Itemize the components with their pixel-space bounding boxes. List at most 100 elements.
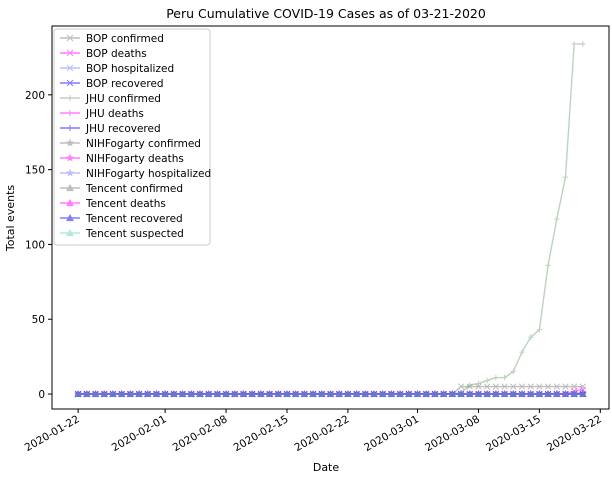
data-point bbox=[117, 390, 126, 398]
data-point bbox=[492, 390, 500, 398]
data-point bbox=[561, 390, 570, 398]
data-point bbox=[352, 390, 361, 398]
data-point bbox=[204, 390, 213, 398]
data-point bbox=[536, 383, 543, 390]
data-point bbox=[82, 390, 91, 398]
data-point bbox=[474, 390, 483, 398]
data-point bbox=[265, 390, 274, 398]
data-point bbox=[580, 41, 586, 47]
legend-entry: JHU deaths bbox=[60, 108, 144, 120]
series-tencent-suspected bbox=[74, 390, 587, 398]
data-point bbox=[448, 390, 457, 398]
legend-entry: BOP recovered bbox=[60, 78, 164, 90]
y-tick-label: 100 bbox=[25, 239, 45, 251]
data-point bbox=[291, 390, 300, 398]
legend-swatch bbox=[60, 183, 80, 192]
x-tick-label: 2020-03-01 bbox=[362, 413, 421, 454]
data-point bbox=[465, 390, 474, 398]
data-point bbox=[317, 390, 326, 398]
legend-entry: Tencent deaths bbox=[60, 198, 166, 210]
legend-entry: Tencent suspected bbox=[60, 228, 184, 240]
legend-swatch bbox=[60, 228, 80, 237]
legend-marker bbox=[67, 110, 73, 116]
legend-box bbox=[53, 28, 211, 246]
data-point bbox=[91, 390, 100, 398]
data-point bbox=[501, 374, 508, 381]
data-point bbox=[405, 390, 413, 398]
legend-marker bbox=[65, 168, 75, 177]
data-point bbox=[500, 390, 509, 398]
legend-swatch bbox=[60, 125, 80, 131]
data-point bbox=[396, 390, 404, 398]
data-point bbox=[579, 383, 587, 390]
data-point bbox=[109, 390, 117, 398]
data-point bbox=[553, 216, 560, 222]
data-point bbox=[483, 390, 491, 398]
y-tick-label: 50 bbox=[32, 314, 45, 326]
chart-title: Peru Cumulative COVID-19 Cases as of 03-… bbox=[166, 6, 486, 21]
data-point bbox=[230, 390, 239, 398]
data-point bbox=[135, 390, 143, 398]
legend-label: BOP deaths bbox=[86, 48, 147, 60]
legend-marker bbox=[67, 95, 73, 101]
legend-marker bbox=[65, 198, 75, 207]
data-point bbox=[579, 386, 587, 393]
x-tick-label: 2020-02-22 bbox=[293, 413, 352, 454]
legend-swatch bbox=[60, 79, 80, 87]
data-point bbox=[239, 390, 248, 398]
legend-label: BOP hospitalized bbox=[86, 63, 174, 75]
data-point bbox=[493, 374, 499, 381]
legend-swatch bbox=[60, 49, 80, 57]
data-point bbox=[552, 390, 561, 398]
data-point bbox=[527, 334, 534, 340]
data-point bbox=[545, 262, 551, 269]
data-point bbox=[475, 383, 482, 390]
data-point bbox=[378, 390, 387, 398]
legend-swatch bbox=[60, 95, 80, 101]
data-point bbox=[579, 390, 587, 398]
legend-entry: BOP confirmed bbox=[60, 33, 164, 45]
x-tick-label: 2020-01-22 bbox=[23, 413, 82, 454]
data-point bbox=[510, 383, 517, 390]
legend-entry: BOP deaths bbox=[60, 48, 147, 60]
legend-entry: JHU confirmed bbox=[60, 93, 161, 105]
legend-entry: NIHFogarty deaths bbox=[60, 153, 184, 165]
legend-marker bbox=[65, 213, 75, 222]
legend-swatch bbox=[60, 213, 80, 222]
legend-swatch bbox=[60, 153, 80, 162]
data-point bbox=[257, 390, 265, 398]
plot-series bbox=[74, 41, 587, 398]
data-point bbox=[309, 390, 317, 398]
data-point bbox=[518, 383, 526, 390]
data-point bbox=[571, 383, 578, 390]
legend-swatch bbox=[60, 34, 80, 42]
legend-label: Tencent deaths bbox=[85, 198, 166, 210]
legend-swatch bbox=[60, 138, 80, 147]
data-point bbox=[544, 390, 552, 398]
legend-entry: NIHFogarty confirmed bbox=[60, 138, 201, 150]
legend-marker bbox=[65, 138, 75, 147]
y-tick-label: 150 bbox=[25, 165, 45, 177]
data-point bbox=[100, 390, 109, 398]
data-point bbox=[553, 383, 560, 390]
data-point bbox=[283, 390, 291, 398]
x-axis: 2020-01-22 2020-02-01 2020-02-08 2020-02-15… bbox=[23, 409, 604, 454]
y-tick-label: 0 bbox=[38, 389, 45, 401]
data-point bbox=[570, 390, 579, 398]
y-tick-label: 200 bbox=[25, 90, 45, 102]
data-point bbox=[501, 383, 508, 390]
data-point bbox=[213, 390, 222, 398]
data-point bbox=[484, 383, 491, 390]
data-point bbox=[509, 390, 518, 398]
data-point bbox=[326, 390, 335, 398]
data-point bbox=[187, 390, 196, 398]
plot-frame bbox=[51, 25, 610, 410]
data-point bbox=[152, 390, 161, 398]
legend-entry: Tencent recovered bbox=[60, 213, 183, 225]
data-point bbox=[526, 390, 535, 398]
data-point bbox=[248, 390, 256, 398]
data-point bbox=[222, 390, 230, 398]
data-point bbox=[519, 349, 525, 355]
data-point bbox=[274, 390, 283, 398]
